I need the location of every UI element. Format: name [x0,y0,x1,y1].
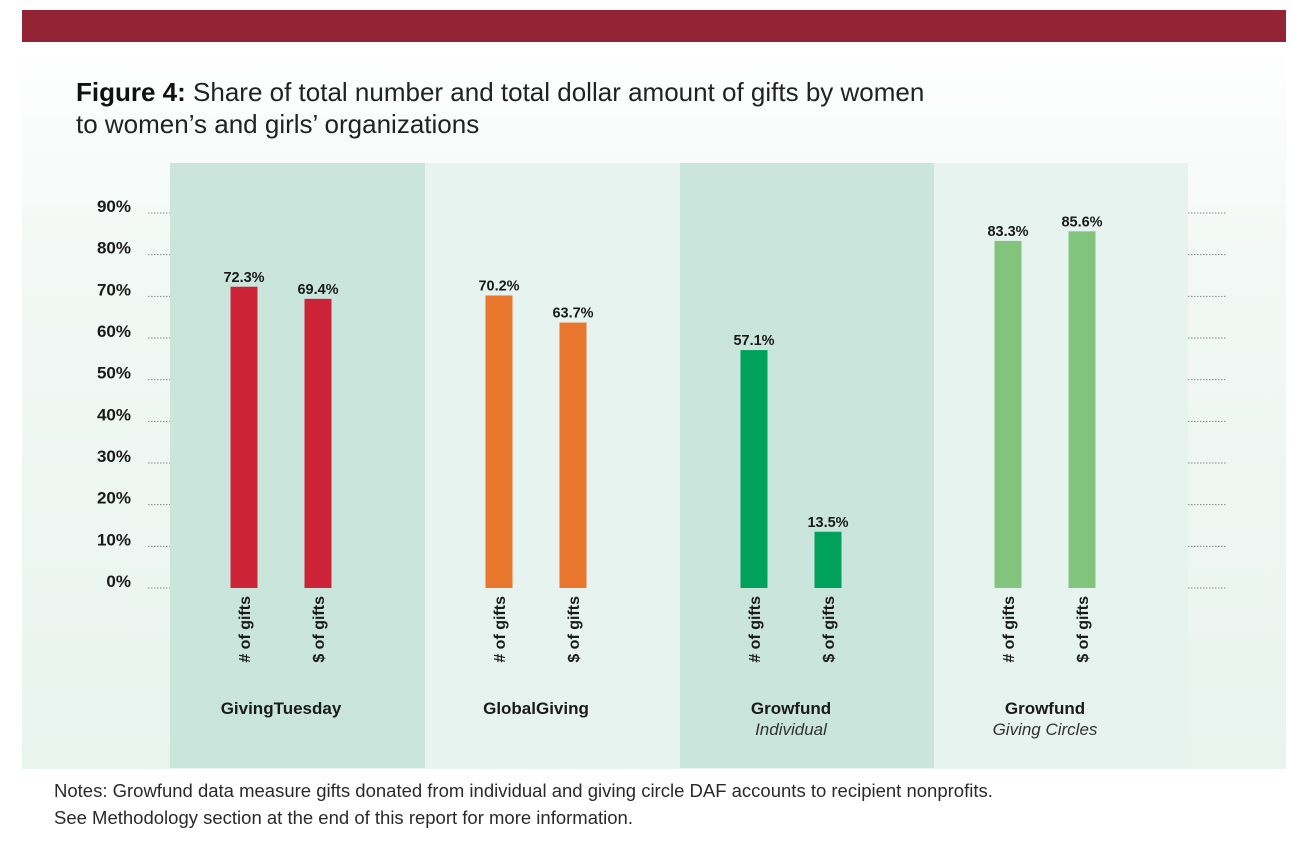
bar-category-label: # of gifts [1001,596,1018,663]
bar-category-label: # of gifts [492,596,509,663]
group-label: Growfund [1005,699,1085,718]
data-label: 85.6% [1061,214,1102,230]
data-label: 63.7% [552,306,593,322]
y-tick-label: 60% [97,322,131,341]
y-tick-label: 80% [97,239,131,258]
data-label: 72.3% [223,270,264,286]
group-background-1 [170,163,425,768]
bar-growfund-individual-count [740,350,768,588]
y-tick-label: 70% [97,280,131,299]
bar-givingtuesday-dollars [304,298,332,588]
data-label: 57.1% [733,333,774,349]
figure-label: Figure 4: [76,77,186,107]
bar-globalgiving-dollars [559,322,587,588]
bar-givingtuesday-count [230,286,258,588]
group-background-3 [680,163,934,768]
bar-category-label: $ of gifts [566,596,583,663]
bar-category-label: $ of gifts [311,596,328,663]
group-background-2 [425,163,680,768]
bar-growfund-giving-circles-dollars [1068,231,1096,589]
y-tick-label: 50% [97,364,131,383]
bar-chart: 0% 10% 20% 30% 40% 50% 60% 70% 80% 90% 72.3% # of g… [97,163,1226,768]
group-sublabel: Giving Circles [993,720,1098,739]
group-background-4 [934,163,1188,768]
data-label: 13.5% [807,515,848,531]
group-label: Growfund [751,699,831,718]
y-tick-label: 40% [97,405,131,424]
bar-category-label: $ of gifts [1075,596,1092,663]
data-label: 69.4% [297,282,338,298]
bar-globalgiving-count [485,295,513,588]
y-tick-label: 0% [106,572,131,591]
bar-category-label: # of gifts [237,596,254,663]
y-tick-label: 10% [97,530,131,549]
y-tick-label: 90% [97,197,131,216]
data-label: 83.3% [987,224,1028,240]
header-band [22,10,1286,42]
bar-growfund-individual-dollars [814,531,842,588]
y-tick-label: 20% [97,489,131,508]
group-label: GivingTuesday [221,699,342,718]
bar-category-label: $ of gifts [821,596,838,663]
figure-title: Figure 4: Share of total number and tota… [76,76,1076,140]
group-label: GlobalGiving [483,699,589,718]
y-tick-label: 30% [97,447,131,466]
figure-title-line1: Share of total number and total dollar a… [193,77,925,107]
notes-line-2: See Methodology section at the end of th… [54,807,633,828]
bar-growfund-giving-circles-count [994,240,1022,588]
group-sublabel: Individual [755,720,828,739]
bar-category-label: # of gifts [747,596,764,663]
data-label: 70.2% [478,279,519,295]
notes: Notes: Growfund data measure gifts donat… [54,777,1254,831]
notes-line-1: Notes: Growfund data measure gifts donat… [54,780,993,801]
figure-title-line2: to women’s and girls’ organizations [76,109,480,139]
